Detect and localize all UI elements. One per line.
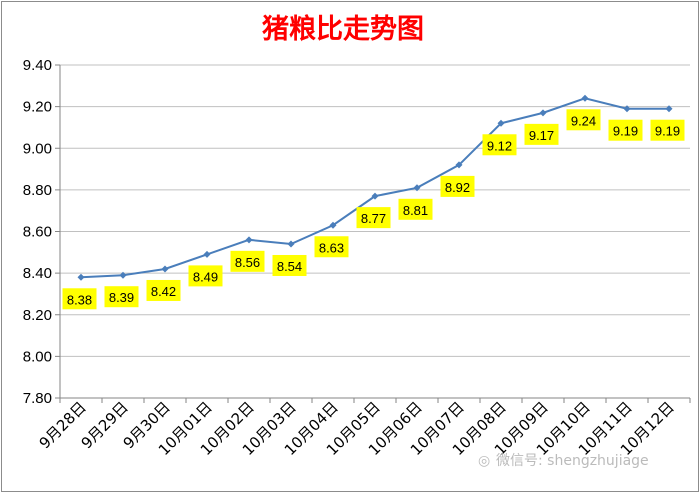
data-label-bg [608, 119, 643, 141]
watermark: ◎ 微信号: shengzhujiage [478, 453, 649, 469]
chart-title: 猪粮比走势图 [262, 13, 424, 45]
y-tick-label: 8.60 [23, 224, 52, 241]
y-tick-label: 9.20 [23, 99, 52, 116]
y-axis: 7.80 8.00 8.20 8.40 8.60 8.80 9.00 9.20 9.40 [23, 57, 61, 407]
data-label: 8.56 [235, 255, 260, 270]
data-point [581, 94, 589, 102]
y-tick-label: 9.40 [23, 57, 52, 74]
y-tick-label: 7.80 [23, 390, 52, 407]
data-label: 8.81 [403, 203, 428, 218]
y-tick-label: 9.00 [23, 140, 52, 157]
data-point [497, 119, 505, 127]
data-labels: 8.38 8.39 8.42 8.49 8.56 8.54 8.63 8.77 8.81 8.92… [62, 109, 685, 310]
data-point [665, 105, 673, 113]
data-point [413, 184, 421, 192]
y-tick-label: 8.20 [23, 307, 52, 324]
data-label: 8.49 [193, 269, 218, 284]
data-label: 8.63 [319, 240, 344, 255]
y-tick-label: 8.00 [23, 348, 52, 365]
y-tick-label: 8.80 [23, 182, 52, 199]
data-point [329, 221, 337, 229]
x-axis: 9月28日9月29日9月30日10月01日10月02日10月03日10月04日1… [36, 397, 691, 459]
data-label: 8.77 [361, 211, 386, 226]
wechat-icon: ◎ [478, 453, 490, 469]
data-point [623, 105, 631, 113]
data-label: 9.12 [487, 138, 512, 153]
data-point [371, 192, 379, 200]
data-label-bg [440, 175, 475, 197]
data-label-bg [566, 109, 601, 131]
data-label: 8.38 [67, 292, 92, 307]
data-label: 9.19 [613, 124, 638, 139]
watermark-text: 微信号: shengzhujiage [496, 453, 649, 469]
data-point [539, 109, 547, 117]
data-label: 8.92 [445, 180, 470, 195]
data-label-bg [146, 279, 181, 301]
data-label-bg [62, 288, 97, 310]
data-point [77, 273, 85, 281]
data-label-bg [104, 286, 139, 308]
y-tick-label: 8.40 [23, 265, 52, 282]
data-label-bg [398, 198, 433, 220]
data-label: 8.42 [151, 284, 176, 299]
data-label: 8.54 [277, 259, 302, 274]
data-label-bg [272, 254, 307, 276]
data-label: 9.24 [571, 113, 596, 128]
data-point [161, 265, 169, 273]
series [77, 94, 673, 281]
data-label: 8.39 [109, 290, 134, 305]
data-label-bg [650, 119, 685, 141]
data-label-bg [230, 250, 265, 272]
data-label-bg [314, 236, 349, 258]
data-label: 9.19 [655, 124, 680, 139]
data-point [119, 271, 127, 279]
data-point [203, 250, 211, 258]
data-label-bg [356, 207, 391, 229]
data-label-bg [188, 265, 223, 287]
data-point [245, 236, 253, 244]
data-label: 9.17 [529, 128, 554, 143]
data-label-bg [482, 134, 517, 156]
data-label-bg [524, 123, 559, 145]
data-point [287, 240, 295, 248]
data-point [455, 161, 463, 169]
